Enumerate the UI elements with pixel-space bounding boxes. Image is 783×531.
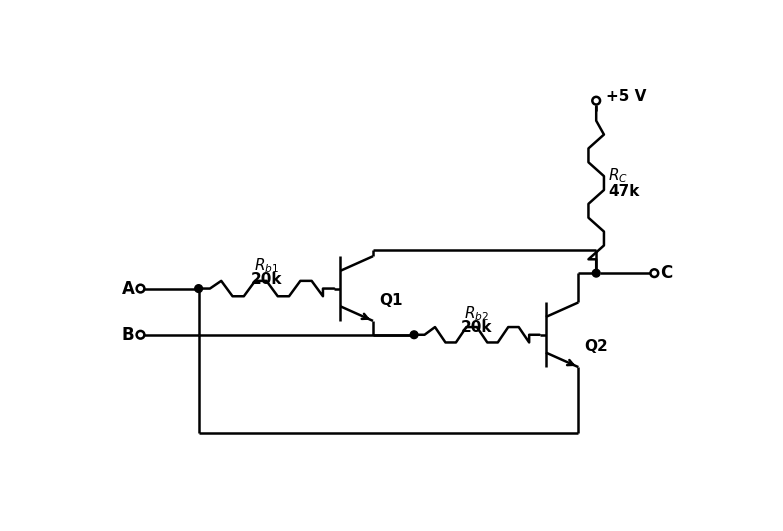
Text: B: B bbox=[121, 326, 135, 344]
Text: Q1: Q1 bbox=[379, 293, 402, 307]
Text: +5 V: +5 V bbox=[605, 89, 646, 104]
Circle shape bbox=[592, 269, 600, 277]
Text: A: A bbox=[121, 279, 135, 297]
Text: $R_{b1}$: $R_{b1}$ bbox=[254, 256, 279, 275]
Text: 20k: 20k bbox=[461, 320, 493, 335]
Text: 47k: 47k bbox=[608, 184, 639, 199]
Circle shape bbox=[410, 331, 418, 339]
Text: 20k: 20k bbox=[251, 272, 282, 287]
Text: $R_C$: $R_C$ bbox=[608, 167, 628, 185]
Circle shape bbox=[195, 285, 203, 293]
Text: Q2: Q2 bbox=[585, 339, 608, 354]
Text: $R_{b2}$: $R_{b2}$ bbox=[464, 304, 489, 322]
Text: C: C bbox=[661, 264, 673, 282]
